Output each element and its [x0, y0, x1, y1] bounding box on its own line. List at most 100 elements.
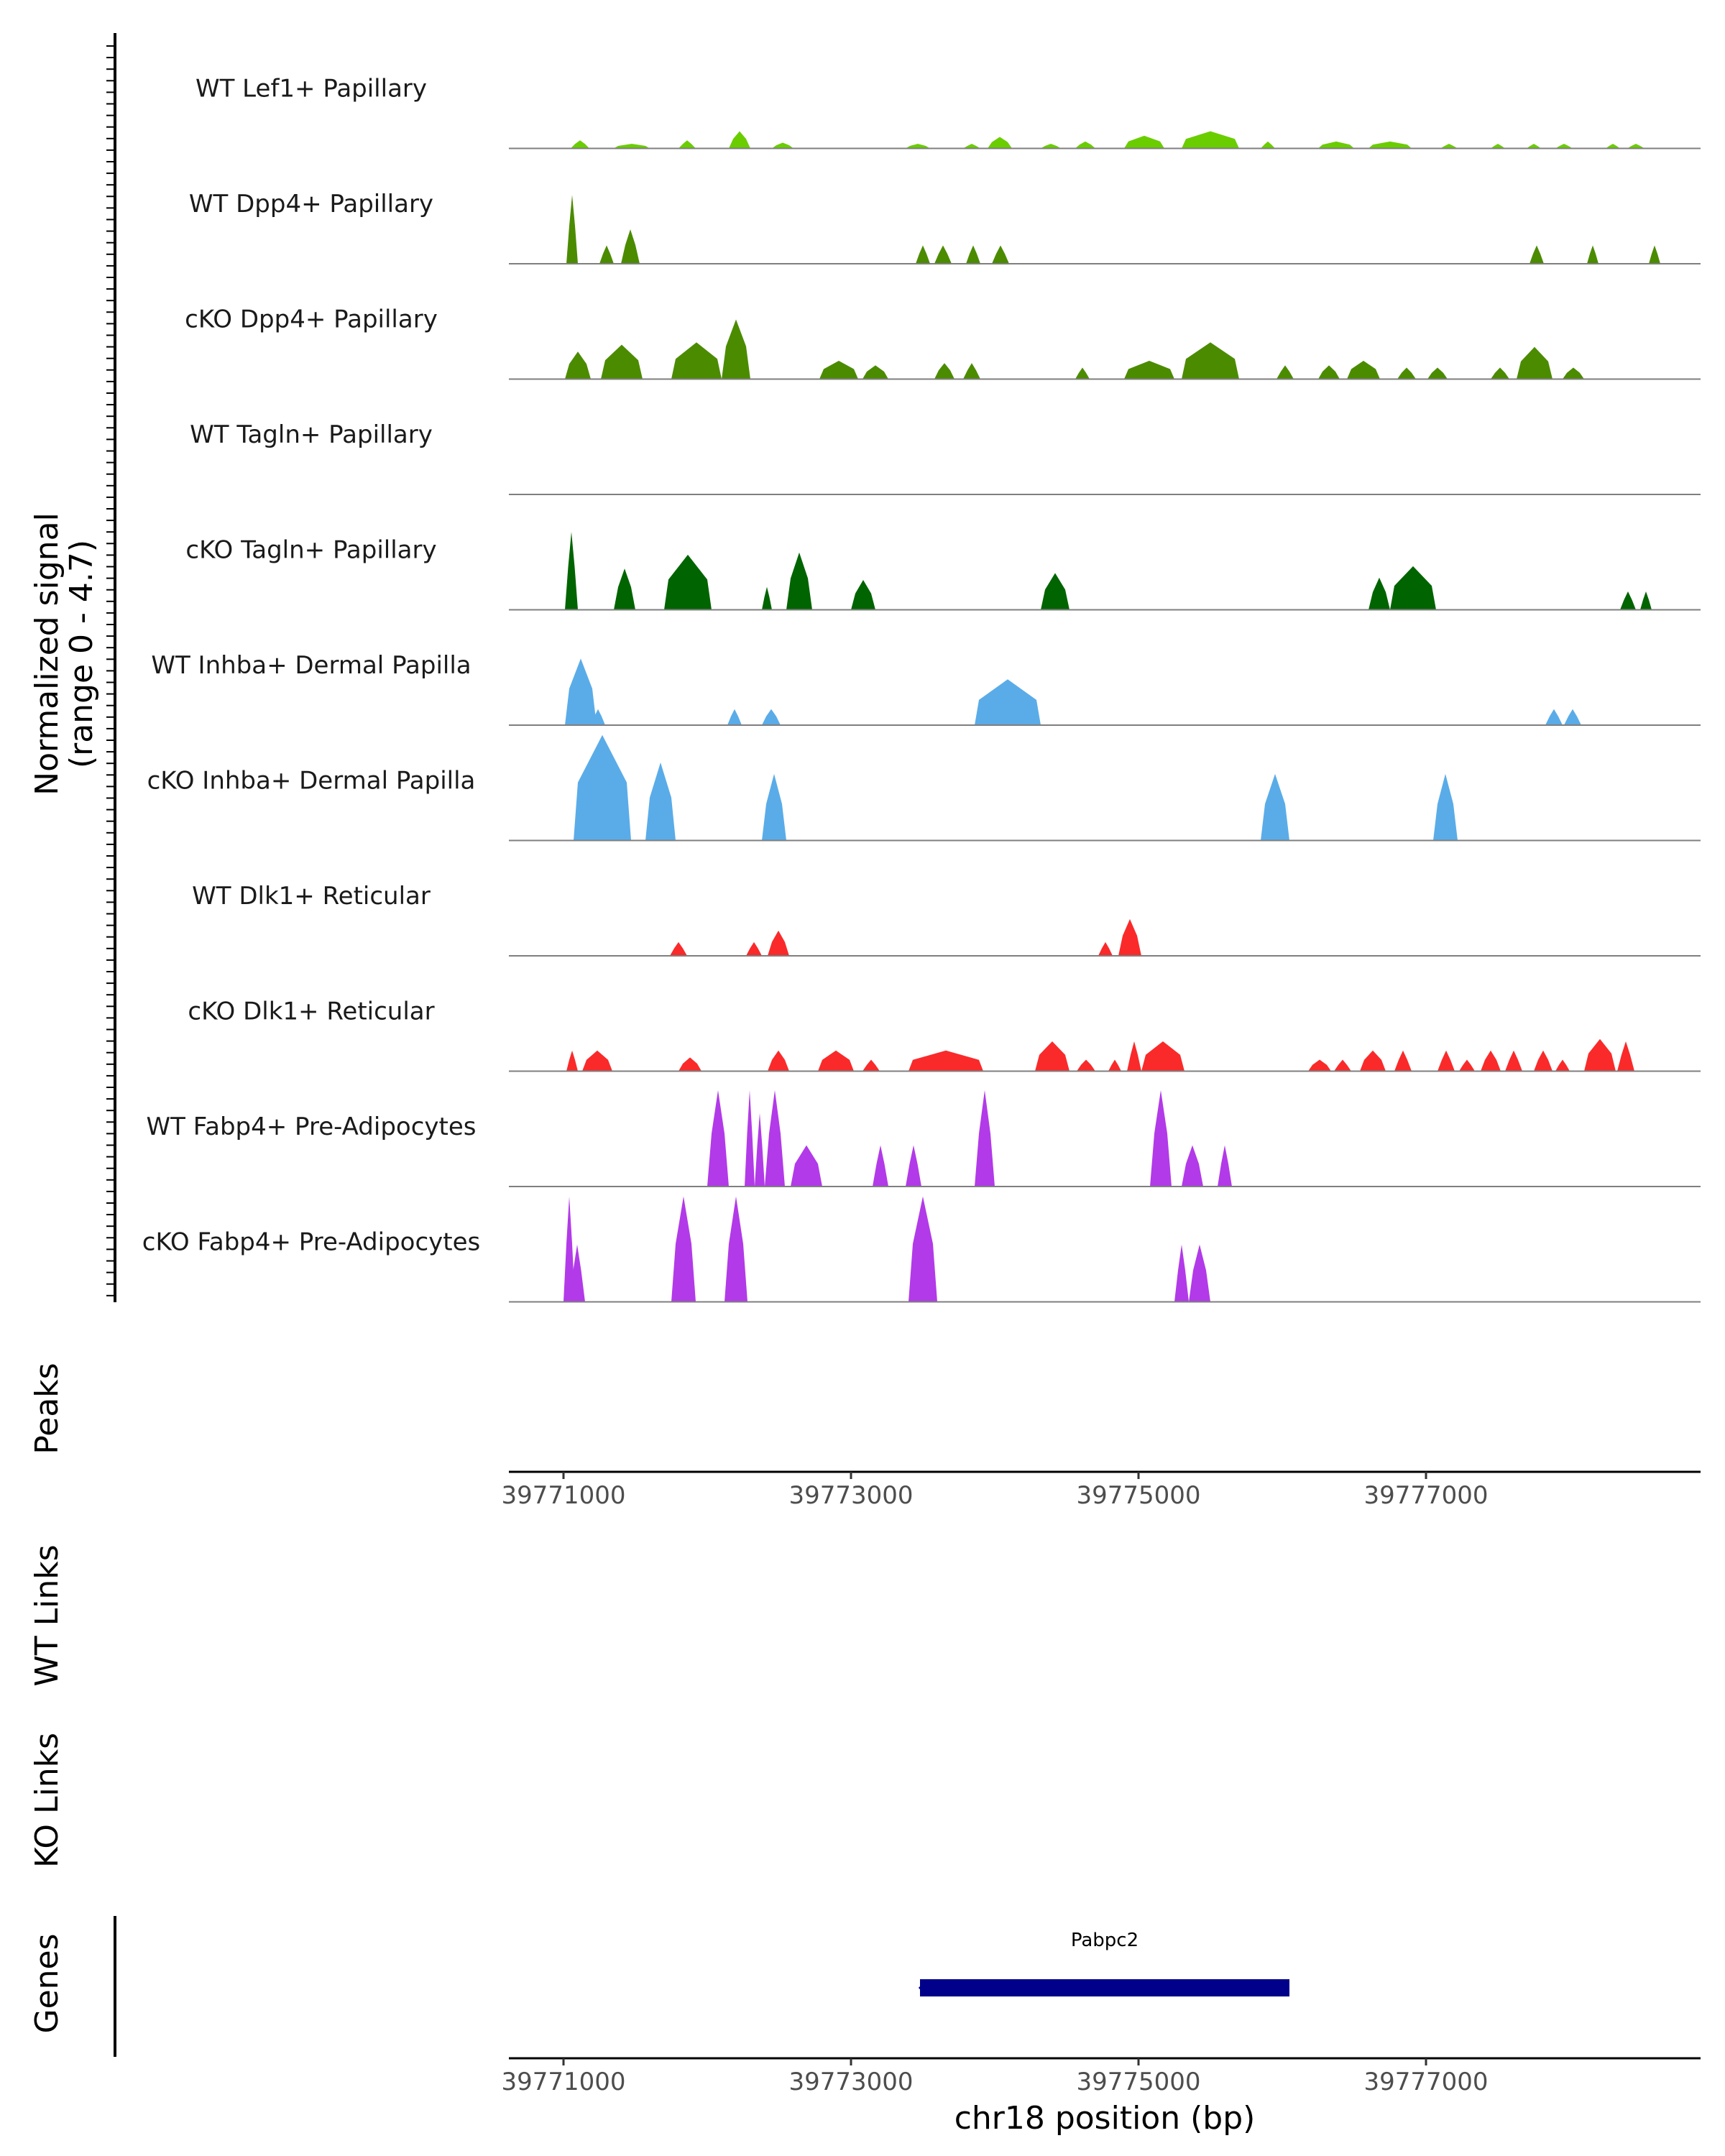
coverage-peak [1459, 1059, 1475, 1072]
gene-body [920, 1979, 1289, 1996]
coverage-peak [1174, 1244, 1189, 1302]
coverage-peak [765, 1090, 785, 1187]
coverage-peak [818, 1050, 854, 1072]
coverage-peak [569, 1244, 585, 1302]
track-label: cKO Fabp4+ Pre-Adipocytes [142, 1228, 481, 1257]
track-cko-tagln-papillary: cKO Tagln+ Papillary [185, 532, 1701, 611]
coverage-peak [614, 144, 650, 149]
track-label: WT Dpp4+ Papillary [189, 190, 433, 218]
coverage-peak [873, 1145, 888, 1187]
coverage-peak [762, 709, 781, 725]
coverage-peak [992, 245, 1009, 264]
coverage-peak [768, 1050, 789, 1072]
coverage-peak [1606, 144, 1620, 149]
peaks-x-axis-ticks: 39771000 39773000 39775000 39777000 [501, 1472, 1489, 1510]
track-label: WT Fabp4+ Pre-Adipocytes [147, 1112, 477, 1141]
x-tick-label: 39771000 [501, 2068, 625, 2096]
coverage-peak [1649, 245, 1660, 264]
coverage-peak [1150, 1090, 1172, 1187]
coverage-peak [934, 363, 954, 379]
coverage-peak [566, 195, 578, 264]
coverage-peak [1318, 141, 1354, 149]
coverage-peak [1627, 144, 1644, 149]
coverage-peak [1481, 1050, 1501, 1072]
coverage-peak [1640, 591, 1652, 610]
x-tick-label: 39777000 [1363, 1481, 1488, 1510]
track-wt-inhba-dermal-papilla: WT Inhba+ Dermal Papilla [151, 651, 1701, 726]
coverage-peak [678, 140, 696, 149]
coverage-peak [1530, 245, 1544, 264]
coverage-peak [1584, 1038, 1616, 1072]
coverage-peak [565, 658, 597, 725]
signal-y-axis-ticks [106, 45, 115, 1296]
coverage-peak [1261, 141, 1275, 149]
track-wt-fabp4-pre-adipocytes: WT Fabp4+ Pre-Adipocytes [147, 1090, 1701, 1187]
wt-links-panel-label: WT Links [29, 1544, 65, 1686]
coverage-peak [614, 568, 635, 610]
genes-x-axis-ticks: 39771000 39773000 39775000 39777000 [501, 2058, 1489, 2096]
coverage-peak [727, 709, 742, 725]
coverage-peak [1334, 1059, 1351, 1072]
coverage-peak [1563, 367, 1584, 379]
coverage-peak [963, 363, 980, 379]
coverage-peak [1035, 1041, 1070, 1072]
coverage-peak [746, 941, 762, 956]
track-cko-dpp4-papillary: cKO Dpp4+ Papillary [185, 305, 1701, 380]
coverage-peak [988, 137, 1012, 149]
coverage-peak [1440, 144, 1458, 149]
coverage-peak [1189, 1244, 1210, 1302]
coverage-peak [1505, 1050, 1522, 1072]
ko-links-panel-label: KO Links [29, 1733, 65, 1868]
coverage-peak [906, 1145, 921, 1187]
coverage-peak [1108, 1059, 1121, 1072]
track-wt-tagln-papillary: WT Tagln+ Papillary [190, 420, 1701, 495]
coverage-peak [1077, 1059, 1095, 1072]
x-tick-label: 39775000 [1076, 2068, 1200, 2096]
coverage-peak [1308, 1059, 1331, 1072]
coverage-peak [908, 1196, 937, 1302]
track-label: cKO Dpp4+ Papillary [185, 305, 438, 334]
coverage-peak [1141, 1041, 1184, 1072]
coverage-peak [1124, 361, 1174, 379]
x-tick-label: 39775000 [1076, 1481, 1200, 1510]
coverage-peak [975, 679, 1041, 725]
coverage-peak [862, 1059, 880, 1072]
coverage-peak [1545, 709, 1563, 725]
coverage-peak [1098, 941, 1113, 956]
coverage-peak [906, 144, 930, 149]
coverage-peak [1182, 131, 1239, 149]
coverage-peak [772, 142, 794, 149]
coverage-peak [862, 365, 888, 379]
coverage-peak [1368, 141, 1412, 149]
gene-strand-arrow [918, 1981, 927, 1995]
coverage-peak [745, 1090, 755, 1187]
coverage-peak [1390, 566, 1436, 610]
signal-y-axis-title: Normalized signal [29, 512, 65, 796]
coverage-peak [1218, 1145, 1232, 1187]
coverage-peak [1368, 577, 1390, 610]
coverage-peak [975, 1090, 995, 1187]
coverage-peak [934, 245, 952, 264]
coverage-peak [916, 245, 930, 264]
coverage-peak [1041, 144, 1061, 149]
peaks-panel-label: Peaks [29, 1363, 65, 1454]
coverage-peak [707, 1090, 729, 1187]
coverage-peak [1124, 135, 1164, 149]
coverage-peak [1041, 573, 1070, 610]
coverage-peak [565, 351, 591, 379]
coverage-peak [678, 1057, 702, 1072]
coverage-peak [963, 144, 980, 149]
coverage-peak [1360, 1050, 1386, 1072]
coverage-peak [724, 1196, 748, 1302]
coverage-peak [1587, 245, 1598, 264]
track-cko-fabp4-pre-adipocytes: cKO Fabp4+ Pre-Adipocytes [142, 1196, 1701, 1303]
coverage-peak [1617, 1041, 1634, 1072]
coverage-peak [564, 1196, 575, 1302]
coverage-peak [1276, 365, 1294, 379]
coverage-peak [671, 1196, 696, 1302]
coverage-peak [1491, 144, 1505, 149]
coverage-peak [671, 342, 722, 379]
coverage-peak [1564, 709, 1581, 725]
coverage-peak [1433, 773, 1458, 841]
coverage-peak [1127, 1041, 1141, 1072]
